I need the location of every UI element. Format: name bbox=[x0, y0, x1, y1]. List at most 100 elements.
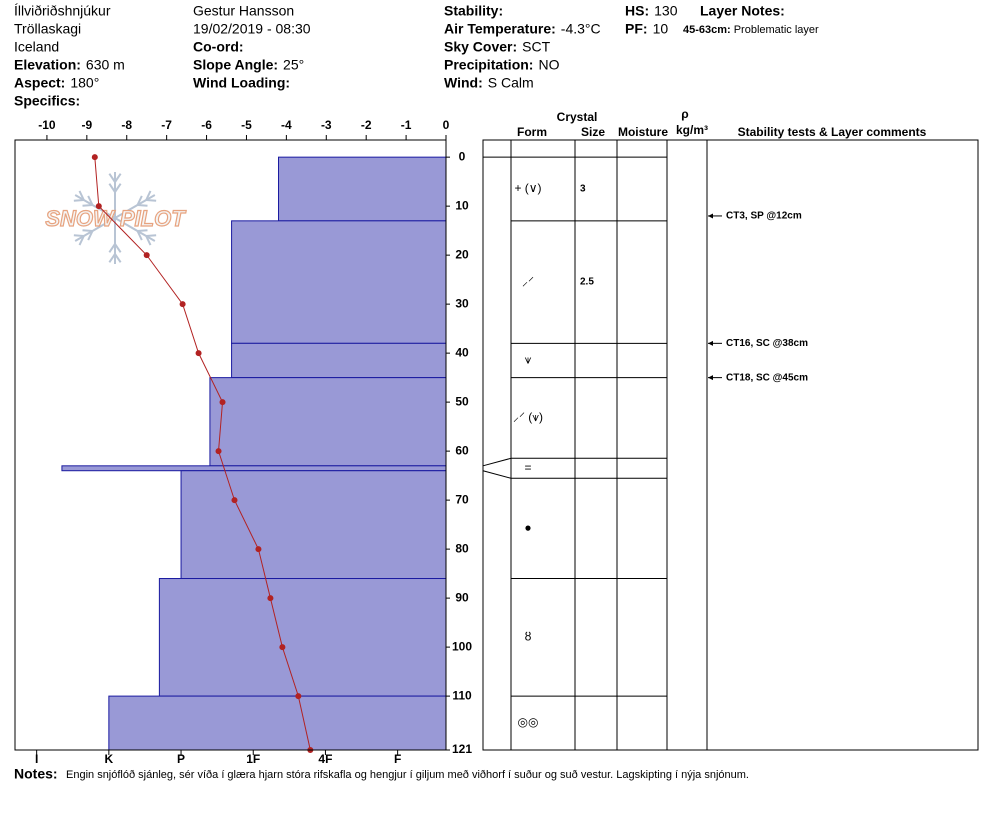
field-label: Aspect: bbox=[14, 75, 65, 91]
hardness-bar bbox=[209, 377, 447, 467]
grain-form: ⸝⸍ bbox=[522, 274, 534, 288]
field-value: 180° bbox=[70, 75, 99, 91]
hardness-tick-label: I bbox=[35, 752, 38, 766]
logo-flake bbox=[78, 190, 85, 201]
field-value: S Calm bbox=[488, 75, 534, 91]
col-header: ρ bbox=[681, 107, 688, 121]
depth-tick-label: 50 bbox=[455, 394, 469, 408]
test-arrowhead bbox=[708, 213, 713, 219]
depth-tick-label: 0 bbox=[459, 149, 466, 163]
logo-flake bbox=[108, 173, 116, 183]
hardness-bar bbox=[61, 465, 447, 472]
field-label: Slope Angle: bbox=[193, 57, 278, 73]
field-value: 630 m bbox=[86, 57, 125, 73]
hardness-tick-label: 1F bbox=[246, 752, 260, 766]
test-comment: CT16, SC @38cm bbox=[726, 338, 808, 349]
depth-tick-label: 40 bbox=[455, 345, 469, 359]
field-label: Air Temperature: bbox=[444, 21, 556, 37]
col-header: Crystal bbox=[557, 110, 598, 124]
field-label: HS: bbox=[625, 3, 649, 19]
layer-note-label: 45-63cm: bbox=[683, 24, 731, 36]
field-label: Stability: bbox=[444, 3, 503, 19]
temperature-point bbox=[179, 301, 186, 308]
grain-size: 2.5 bbox=[580, 277, 594, 288]
logo-flake bbox=[136, 195, 143, 206]
field-label: Specifics: bbox=[14, 93, 80, 109]
logo-flake bbox=[114, 253, 122, 263]
logo-flake bbox=[114, 194, 156, 219]
field-label: Co-ord: bbox=[193, 39, 244, 55]
layer-note: Problematic layer bbox=[734, 24, 819, 36]
logo-flake bbox=[137, 229, 148, 232]
temperature-point bbox=[195, 350, 202, 357]
grain-form: = bbox=[524, 460, 531, 474]
grain-form: ◎◎ bbox=[518, 715, 539, 729]
test-arrowhead bbox=[708, 340, 713, 346]
field-label: Layer Notes: bbox=[700, 3, 785, 19]
range: Tröllaskagi bbox=[14, 21, 81, 37]
hardness-tick-label: 4F bbox=[318, 752, 332, 766]
logo-flake bbox=[114, 173, 122, 183]
col-header: Moisture bbox=[618, 125, 668, 139]
test-comment: CT3, SP @12cm bbox=[726, 211, 802, 222]
field-label: Wind: bbox=[444, 75, 483, 91]
col-header: Stability tests & Layer comments bbox=[738, 125, 927, 139]
logo-flake bbox=[146, 234, 157, 237]
logo-flake bbox=[87, 195, 94, 206]
logo-flake bbox=[114, 243, 122, 253]
temperature-point bbox=[267, 595, 274, 602]
logo-flake bbox=[82, 204, 93, 207]
temperature-point bbox=[219, 399, 226, 406]
temperature-point bbox=[231, 497, 238, 504]
field-label: PF: bbox=[625, 21, 648, 37]
hardness-tick-label: P bbox=[177, 752, 185, 766]
logo-flake bbox=[146, 199, 157, 202]
hardness-tick-label: F bbox=[394, 752, 401, 766]
grain-form: ⸝⸍ (⩛) bbox=[513, 410, 543, 424]
temperature-point bbox=[279, 644, 286, 651]
grain-form: + (∨) bbox=[514, 181, 541, 195]
field-value: -4.3°C bbox=[561, 21, 601, 37]
logo-flake bbox=[145, 190, 152, 201]
depth-tick-label: 110 bbox=[452, 688, 472, 702]
logo-flake bbox=[108, 243, 116, 253]
temperature-point bbox=[95, 203, 102, 210]
logo: SNOW PILOT bbox=[45, 206, 186, 231]
hardness-bar bbox=[231, 220, 447, 344]
depth-tick-label: 121 bbox=[452, 742, 472, 756]
logo-flake bbox=[82, 229, 93, 232]
field-value: NO bbox=[538, 57, 559, 73]
temp-tick-label: -1 bbox=[401, 118, 412, 132]
grain-form: ● bbox=[524, 521, 531, 535]
depth-tick-label: 70 bbox=[455, 492, 469, 506]
test-comment: CT18, SC @45cm bbox=[726, 372, 808, 383]
depth-tick-label: 30 bbox=[455, 296, 469, 310]
temperature-point bbox=[295, 693, 302, 700]
field-label: Wind Loading: bbox=[193, 75, 290, 91]
temperature-point bbox=[91, 154, 98, 161]
grain-size: 3 bbox=[580, 184, 586, 195]
temp-tick-label: -4 bbox=[281, 118, 292, 132]
depth-tick-label: 20 bbox=[455, 247, 469, 261]
plot-frame bbox=[14, 139, 447, 751]
site: Íllviðriðshnjúkur bbox=[14, 3, 111, 19]
logo-flake bbox=[73, 234, 84, 237]
logo-flake bbox=[114, 183, 122, 193]
hardness-tick-label: K bbox=[105, 752, 114, 766]
notes-label: Notes: bbox=[14, 766, 58, 782]
temperature-point bbox=[143, 252, 150, 259]
country: Iceland bbox=[14, 39, 59, 55]
logo-flake bbox=[74, 194, 116, 219]
field-label: Elevation: bbox=[14, 57, 81, 73]
field-value: SCT bbox=[522, 39, 550, 55]
field-value: 130 bbox=[654, 3, 678, 19]
temp-tick-label: 0 bbox=[443, 118, 450, 132]
field-value: 10 bbox=[653, 21, 669, 37]
col-header: Form bbox=[517, 125, 547, 139]
col-header: Size bbox=[581, 125, 605, 139]
field-label: Sky Cover: bbox=[444, 39, 517, 55]
temp-tick-label: -10 bbox=[38, 118, 56, 132]
logo-flake bbox=[136, 230, 143, 241]
layer-connector bbox=[482, 457, 512, 467]
